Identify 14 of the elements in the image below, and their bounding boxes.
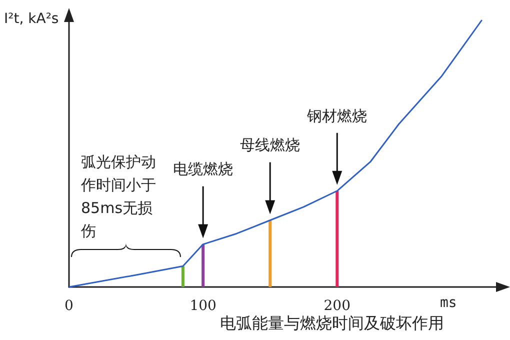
x-tick-label: 100 — [190, 298, 216, 314]
annotation: 电缆燃烧 — [173, 159, 234, 180]
x-tick-label: 200 — [324, 298, 350, 314]
bar — [181, 266, 184, 287]
x-tick-label: 0 — [64, 298, 74, 314]
annotation: 钢材燃烧 — [307, 106, 368, 127]
bar — [268, 220, 272, 287]
annotation: 弧光保护动作时间小于85ms无损伤 — [81, 152, 157, 242]
annotation: 母线燃烧 — [240, 135, 300, 156]
y-axis-title: I²t, kA²s — [4, 10, 59, 29]
text: 电弧能量与燃烧时间及破坏作用 — [220, 314, 444, 332]
bar — [202, 244, 205, 287]
bar — [336, 190, 339, 287]
x-axis-title: ms — [440, 294, 457, 313]
